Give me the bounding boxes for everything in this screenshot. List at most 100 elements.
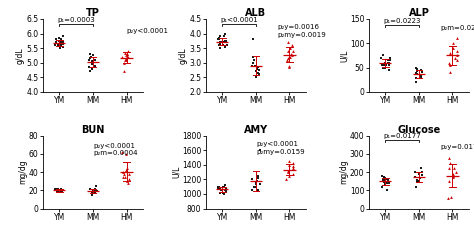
Point [249,55,257,59]
Point [384,61,392,65]
Point [416,73,424,77]
Point [253,179,261,183]
Y-axis label: mg/dg: mg/dg [18,160,27,184]
Point [418,166,425,169]
Point [55,39,63,43]
Point [52,187,59,191]
Point [411,175,419,178]
Point [60,45,67,49]
Point [91,58,99,62]
Point [56,188,64,192]
Point [88,59,95,63]
Point [222,189,229,193]
Point [222,39,229,43]
Point [413,180,420,184]
Point [446,61,453,65]
Point [412,185,420,189]
Point [287,52,295,56]
Point [52,43,59,47]
Point [250,58,258,62]
Point [57,189,65,193]
Point [88,190,96,194]
Point [124,49,131,53]
Point [289,49,297,53]
Point [216,186,223,190]
Point [253,75,260,79]
Point [55,190,63,194]
Point [55,190,63,194]
Point [253,181,260,185]
Point [447,63,454,67]
Point [122,54,129,57]
Point [122,168,130,172]
Point [122,56,130,60]
Point [385,63,392,67]
Point [380,180,388,184]
Point [385,61,393,65]
Point [58,42,65,46]
Point [222,188,229,192]
Point [89,67,96,70]
Point [415,179,423,183]
Point [289,172,297,175]
Point [251,185,258,189]
Point [126,178,133,181]
Point [449,46,457,50]
Point [216,46,224,50]
Point [122,152,130,156]
Point [380,66,388,69]
Point [385,68,393,72]
Point [451,56,459,60]
Point [447,51,454,55]
Point [219,191,226,195]
Point [381,61,389,65]
Point [286,64,293,68]
Point [290,164,297,168]
Point [284,169,292,173]
Point [412,66,419,69]
Point [449,174,457,178]
Point [87,55,95,59]
Point [284,49,292,53]
Point [418,71,426,74]
Title: Glucose: Glucose [397,125,440,135]
Point [413,73,420,76]
Title: TP: TP [86,8,100,18]
Point [91,188,99,192]
Point [445,196,452,200]
Point [121,51,129,55]
Point [59,35,67,38]
Text: p₂y<0.0001: p₂y<0.0001 [127,28,168,34]
Point [380,179,388,183]
Point [447,161,454,165]
Point [412,80,419,84]
Point [288,54,295,57]
Point [216,186,223,190]
Point [289,167,297,170]
Point [56,45,64,49]
Point [55,188,63,192]
Point [382,178,390,181]
Point [55,188,62,192]
Point [453,36,461,40]
Point [214,37,222,41]
Point [445,156,453,160]
Point [453,170,460,174]
Point [57,189,64,193]
Point [256,182,264,186]
Point [381,176,389,179]
Text: p₁=0.0003: p₁=0.0003 [57,18,95,23]
Point [254,71,262,75]
Point [91,64,99,68]
Point [124,55,131,59]
Point [217,188,224,191]
Point [217,42,224,46]
Point [253,182,260,186]
Point [283,58,291,62]
Point [284,170,292,174]
Point [385,180,393,184]
Point [120,172,128,176]
Point [118,55,126,59]
Point [450,167,458,170]
Point [282,178,289,181]
